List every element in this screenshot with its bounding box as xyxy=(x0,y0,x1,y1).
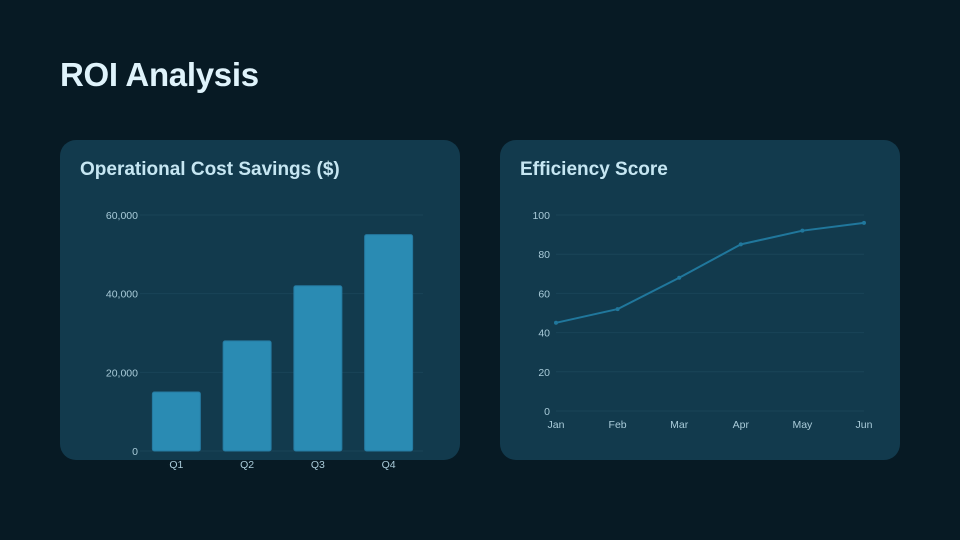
data-point-mar[interactable] xyxy=(677,275,682,280)
y-tick-label: 0 xyxy=(132,446,138,458)
card-title: Operational Cost Savings ($) xyxy=(80,159,340,180)
x-tick-label: Jan xyxy=(548,419,565,431)
x-tick-label: Q1 xyxy=(169,459,183,471)
efficiency-line xyxy=(555,221,865,324)
data-point-jun[interactable] xyxy=(862,220,866,225)
bar-q3[interactable] xyxy=(293,285,343,452)
y-tick-label: 40 xyxy=(538,328,550,340)
y-tick-label: 60 xyxy=(538,288,550,300)
x-tick-label: Q2 xyxy=(240,459,254,471)
x-tick-label: Mar xyxy=(670,419,689,431)
data-point-may[interactable] xyxy=(800,228,805,233)
efficiency-score-card: Efficiency Score 0 20 40 60 80 100 Jan Feb Mar Ap… xyxy=(500,140,900,460)
bar-q1[interactable] xyxy=(151,391,201,452)
page-title: ROI Analysis xyxy=(60,56,259,93)
y-tick-label: 80 xyxy=(538,249,550,261)
bar-q4[interactable] xyxy=(364,234,414,452)
x-tick-label: May xyxy=(792,419,813,431)
x-tick-label: Apr xyxy=(733,419,750,431)
y-tick-label: 60,000 xyxy=(106,210,138,222)
card-title: Efficiency Score xyxy=(520,159,668,180)
x-tick-label: Jun xyxy=(856,419,873,431)
data-point-jan[interactable] xyxy=(554,320,558,325)
x-tick-label: Feb xyxy=(609,419,627,431)
data-point-apr[interactable] xyxy=(738,242,743,247)
x-tick-label: Q4 xyxy=(382,459,396,471)
y-tick-label: 100 xyxy=(532,210,550,222)
bar-q2[interactable] xyxy=(222,340,272,452)
y-tick-label: 0 xyxy=(544,406,550,418)
x-tick-label: Q3 xyxy=(311,459,325,471)
y-tick-label: 20,000 xyxy=(106,367,138,379)
line-chart: 0 20 40 60 80 100 Jan Feb Mar Apr May Jun xyxy=(532,210,873,431)
data-point-feb[interactable] xyxy=(615,307,620,312)
cost-savings-card: Operational Cost Savings ($) 0 20,000 40,0… xyxy=(60,140,460,471)
y-tick-label: 20 xyxy=(538,367,550,379)
bar-chart: 0 20,000 40,000 60,000 Q1 Q2 Q3 Q4 xyxy=(106,210,423,471)
y-tick-label: 40,000 xyxy=(106,289,138,301)
